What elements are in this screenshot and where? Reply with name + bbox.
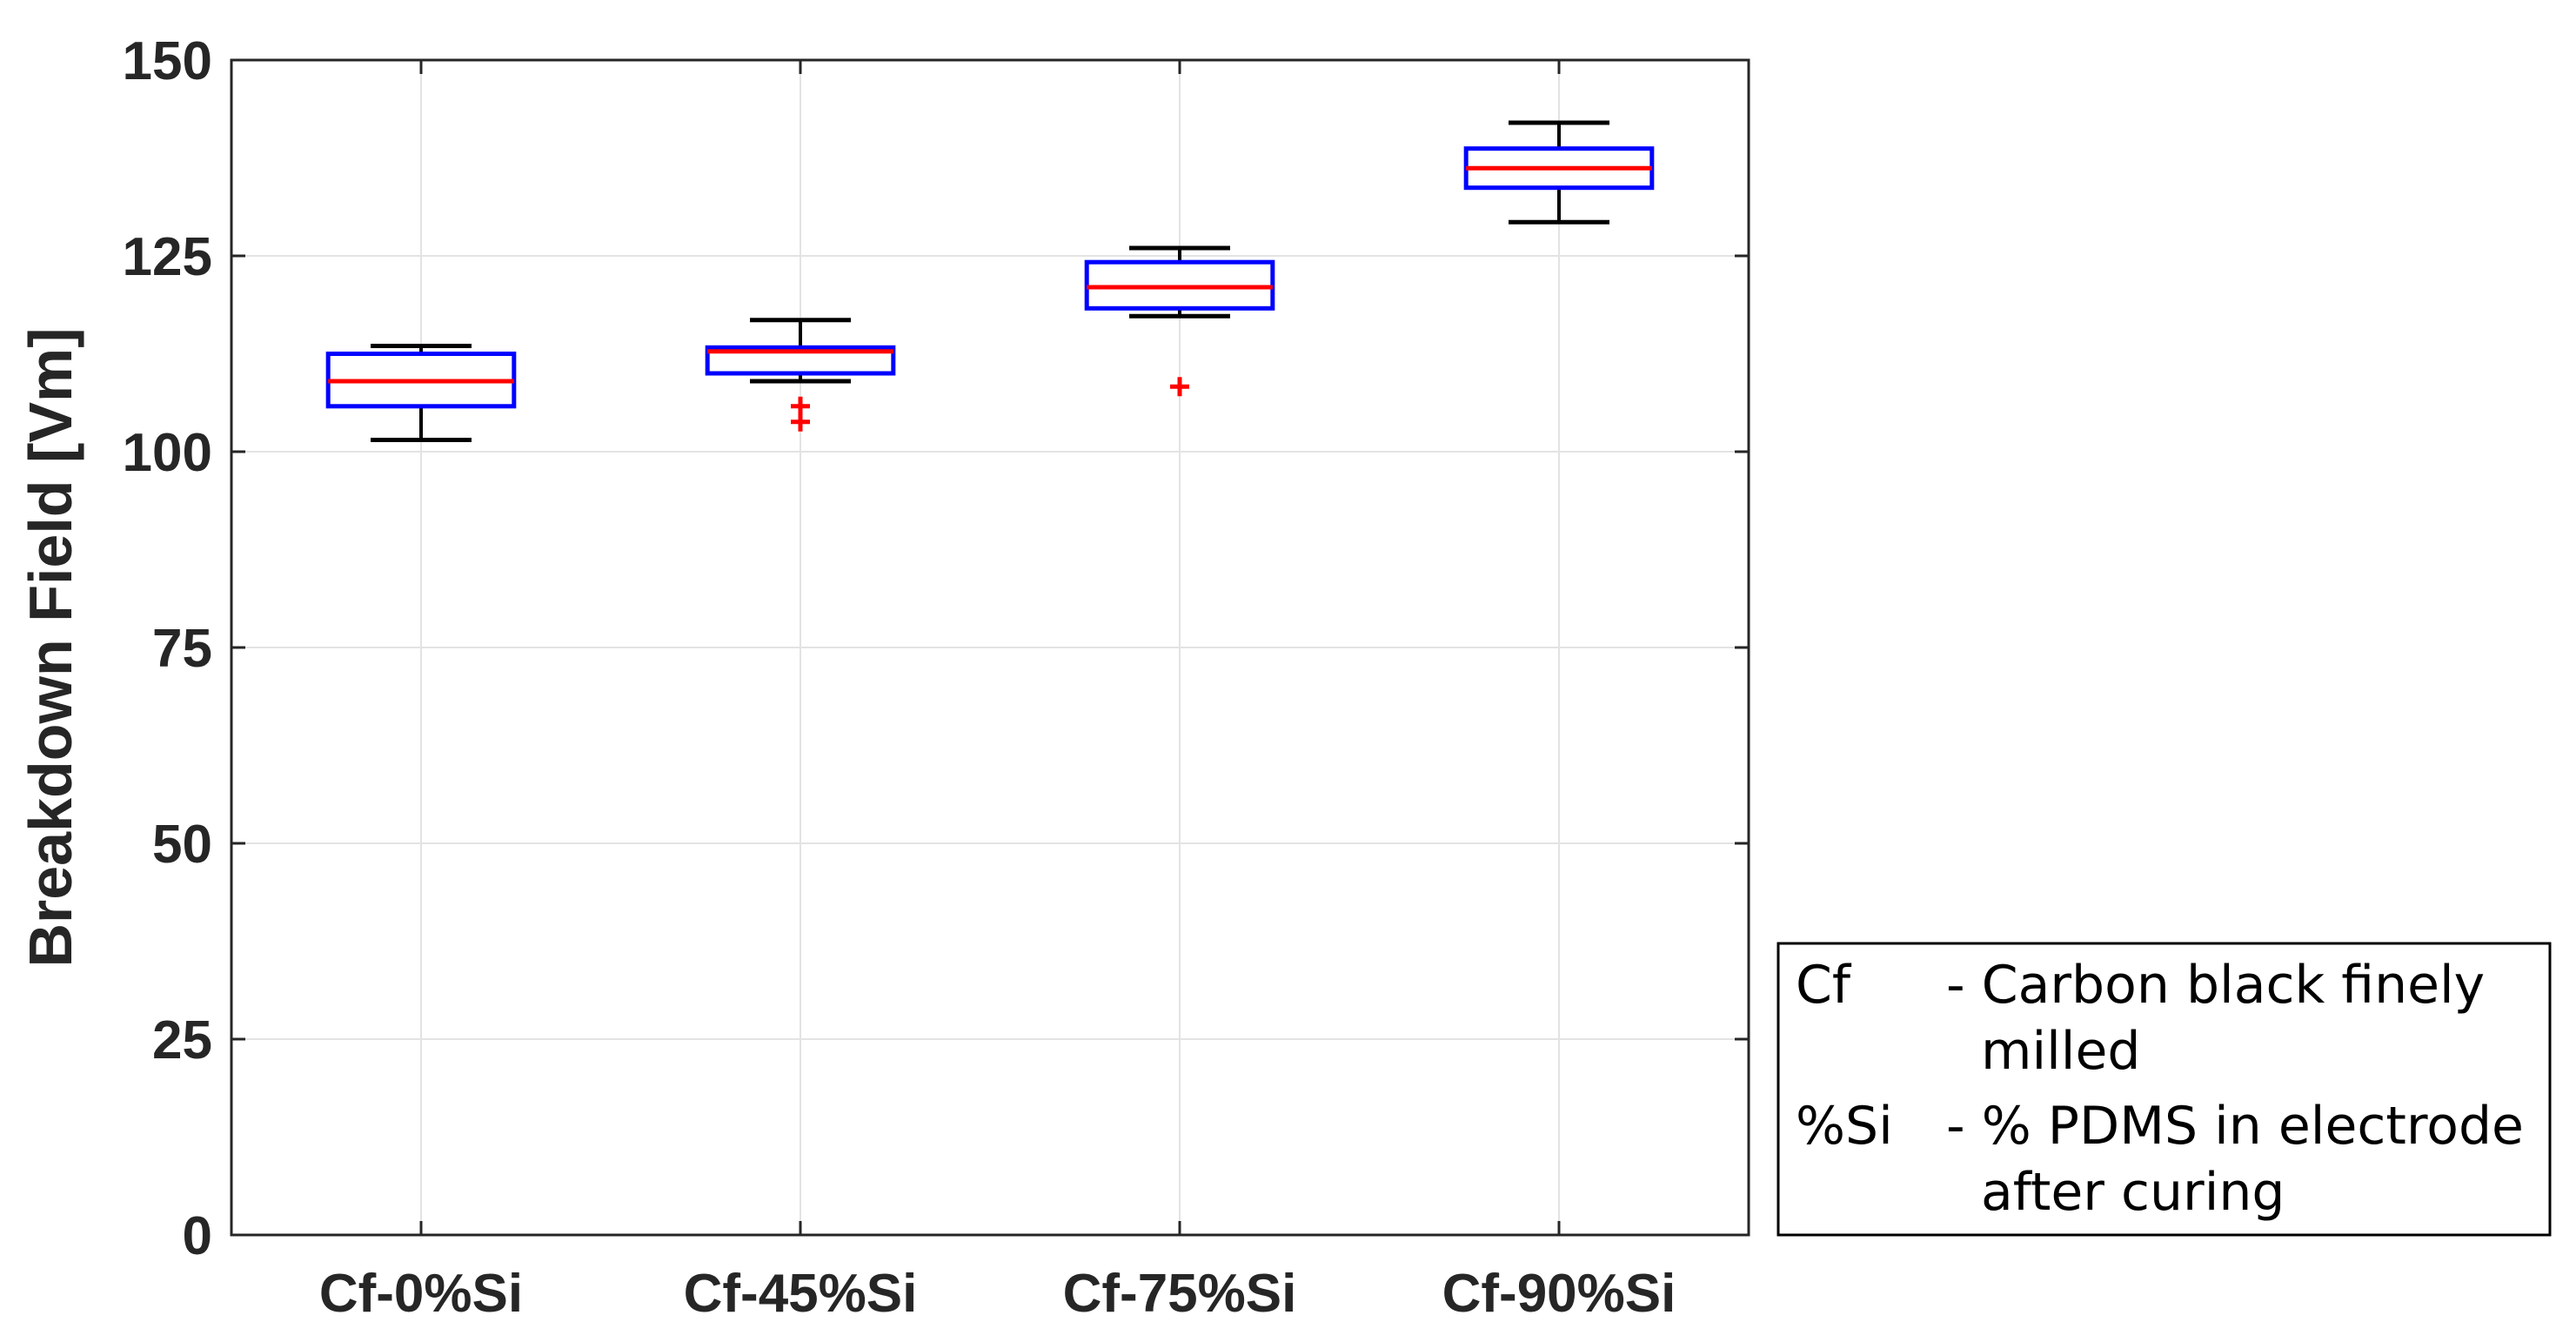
x-tick-label: Cf-45%Si [684, 1264, 918, 1324]
note-box [1776, 942, 2552, 1237]
note-desc-cf-line1: - Carbon black finely [1946, 955, 2485, 1016]
note-desc-si-line2: after curing [1981, 1162, 2285, 1223]
x-tick-label: Cf-90%Si [1442, 1264, 1676, 1324]
box-group [1463, 120, 1655, 225]
y-tick-label: 100 [123, 423, 212, 483]
note-desc-si-line1: - % PDMS in electrode [1946, 1096, 2524, 1157]
y-tick-label: 125 [123, 227, 212, 287]
y-tick-labels: 0 25 50 75 100 125 150 [123, 31, 212, 1266]
axis-ticks [231, 58, 1749, 1237]
x-tick-label: Cf-75%Si [1063, 1264, 1297, 1324]
note-key-cf: Cf [1796, 955, 1852, 1016]
abbreviation-note: Cf - Carbon black finely milled %Si - % … [1776, 942, 2552, 1237]
note-desc-cf-line2: milled [1981, 1021, 2140, 1082]
y-tick-label: 150 [123, 31, 212, 91]
y-tick-label: 0 [183, 1206, 212, 1266]
box-series [325, 120, 1655, 442]
y-tick-label: 25 [152, 1010, 212, 1070]
outlier-marker [791, 396, 810, 416]
outlier-marker [1170, 377, 1189, 397]
box-group [1084, 245, 1275, 397]
box-group [325, 344, 517, 442]
box-group [705, 318, 896, 432]
x-tick-labels: Cf-0%Si Cf-45%Si Cf-75%Si Cf-90%Si [319, 1264, 1676, 1324]
y-tick-label: 75 [152, 619, 212, 679]
note-key-si: %Si [1796, 1096, 1893, 1157]
x-tick-label: Cf-0%Si [319, 1264, 523, 1324]
y-tick-label: 50 [152, 815, 212, 875]
y-axis-title: Breakdown Field [Vm] [17, 327, 84, 967]
